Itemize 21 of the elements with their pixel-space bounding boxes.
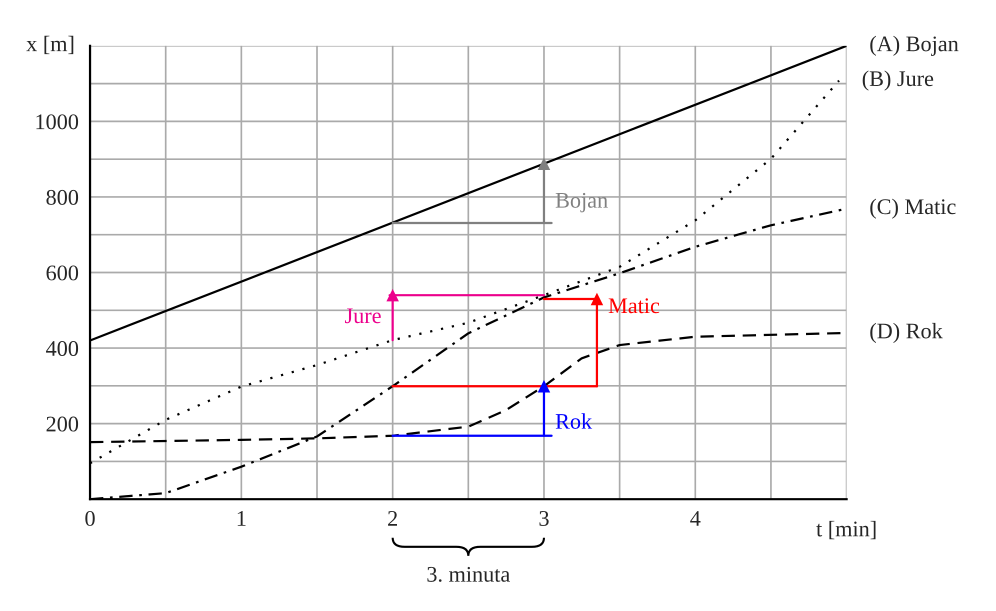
series-label: (B) Jure [862, 70, 934, 91]
annotation: Matic [608, 298, 660, 314]
y-tick-label: 1000 [36, 114, 78, 130]
series-label: (A) Bojan [870, 36, 958, 56]
annotation: Bojan [556, 192, 608, 212]
annotation: Rok [556, 413, 592, 429]
y-tick-label: 600 [46, 265, 78, 280]
y-tick-label: 800 [46, 190, 78, 205]
x-axis-title: t [min] [816, 520, 876, 540]
y-tick-label: 400 [46, 341, 78, 356]
x-tick-label: 4 [690, 511, 700, 526]
text: 3. minuta [427, 566, 510, 582]
y-axis-title: x [m] [26, 36, 74, 54]
annotation: Jure [344, 308, 381, 324]
x-tick-label: 2 [388, 511, 397, 526]
x-tick-label: 1 [238, 511, 246, 526]
series-label: (C) Matic [870, 198, 956, 219]
y-tick-label: 200 [46, 416, 78, 432]
x-tick-label: 3 [539, 511, 549, 526]
series-label: (D) Rok [870, 322, 943, 344]
x-tick-label: 0 [85, 510, 95, 526]
